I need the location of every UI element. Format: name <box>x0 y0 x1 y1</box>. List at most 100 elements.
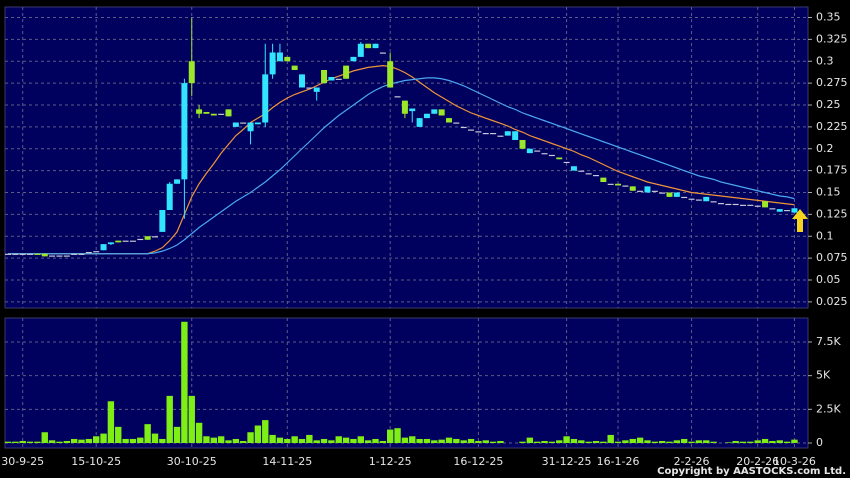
volume-bar <box>519 441 526 444</box>
candle-body <box>409 108 416 112</box>
candle-body <box>446 118 452 123</box>
volume-bar <box>247 432 254 444</box>
candle-body <box>49 255 56 257</box>
volume-bar <box>761 438 769 444</box>
volume-bar <box>534 441 541 444</box>
volume-bar <box>159 438 166 444</box>
volume-bar <box>460 440 467 444</box>
volume-bar <box>41 432 48 444</box>
volume-bar <box>431 440 438 444</box>
y-tick-label: 5K <box>816 369 831 382</box>
candle-body <box>137 238 144 241</box>
candle-body <box>357 43 364 57</box>
candle-body <box>637 190 644 192</box>
volume-bar <box>666 441 673 444</box>
volume-bar <box>703 440 710 444</box>
volume-bar <box>379 440 387 444</box>
volume-bar <box>754 440 761 444</box>
volume-bar <box>254 425 262 444</box>
volume-bar <box>548 441 556 444</box>
volume-bar <box>453 438 460 444</box>
volume-bar <box>578 440 585 444</box>
candle-body <box>335 78 342 80</box>
volume-bar <box>556 440 563 444</box>
volume-bar <box>409 436 416 444</box>
volume-bar <box>357 436 364 444</box>
candle-body <box>188 61 195 84</box>
candle-body <box>78 253 85 255</box>
candle-body <box>115 240 122 243</box>
volume-bar <box>93 436 100 444</box>
x-tick-label: 15-10-25 <box>71 455 121 468</box>
candle-body <box>468 129 475 131</box>
candle-body <box>453 122 460 124</box>
candle-body <box>379 52 386 54</box>
volume-bar <box>600 441 607 444</box>
x-tick-label: 14-11-25 <box>262 455 312 468</box>
candle-body <box>585 173 592 175</box>
candle-body <box>129 240 136 242</box>
candle-body <box>401 100 408 114</box>
volume-bar <box>769 440 776 444</box>
x-tick-label: 30-10-25 <box>167 455 217 468</box>
candle-body <box>159 210 166 232</box>
volume-bar <box>791 439 798 444</box>
volume-bar <box>298 438 306 444</box>
volume-bar <box>387 429 394 444</box>
candle-body <box>225 109 232 117</box>
volume-bar <box>78 439 85 444</box>
volume-bar <box>225 440 232 444</box>
candle-body <box>299 74 305 88</box>
y-tick-label: 0.225 <box>816 120 848 133</box>
volume-bar <box>401 437 409 444</box>
candle-body <box>321 70 328 84</box>
candle-body <box>210 113 217 116</box>
candle-body <box>607 183 614 185</box>
candle-body <box>497 135 504 137</box>
candle-body <box>776 209 783 212</box>
candle-body <box>651 190 658 192</box>
candle-body <box>343 65 350 79</box>
candle-body <box>504 131 511 136</box>
volume-bar <box>34 441 41 444</box>
y-tick-label: 0.35 <box>816 11 841 24</box>
volume-bar <box>423 438 431 444</box>
candle-body <box>681 196 688 199</box>
candle-body <box>644 186 651 193</box>
candle-body <box>438 109 445 116</box>
candle-body <box>710 201 717 203</box>
candle-body <box>556 157 563 160</box>
arrow-marker <box>792 209 808 232</box>
candle-body <box>328 77 335 81</box>
copyright: Copyright by AASTOCKS.com Ltd. <box>657 466 846 477</box>
x-tick-label: 2-2-26 <box>674 455 710 468</box>
candle-body <box>769 208 776 210</box>
volume-bar <box>607 434 614 444</box>
y-tick-label: 0.075 <box>816 251 848 264</box>
candle-body <box>578 170 585 172</box>
candle-body <box>548 154 555 157</box>
candle-body <box>247 122 254 132</box>
y-tick-label: 7.5K <box>816 335 841 348</box>
x-tick-label: 16-1-26 <box>597 455 640 468</box>
volume-bar <box>284 438 291 444</box>
candle-body <box>269 52 276 75</box>
candle-body <box>196 109 203 114</box>
candle-body <box>372 43 379 49</box>
candle-body <box>784 210 791 212</box>
volume-bar <box>173 426 181 444</box>
volume-bar <box>85 438 93 444</box>
volume-bar <box>622 440 629 444</box>
candle-body <box>262 74 269 123</box>
candle-body <box>174 179 181 184</box>
candle-body <box>254 122 261 125</box>
volume-bar <box>438 439 445 444</box>
volume-bar <box>739 441 747 444</box>
y-tick-label: 0.175 <box>816 164 848 177</box>
plot-layer: 30-9-25 15-10-25 30-10-25 14-11-25 1-12-25 16… <box>1 7 848 468</box>
candle-body <box>600 177 607 182</box>
volume-bar <box>210 437 217 444</box>
y-tick-label: 0.125 <box>816 207 848 220</box>
volume-bar <box>26 441 34 444</box>
